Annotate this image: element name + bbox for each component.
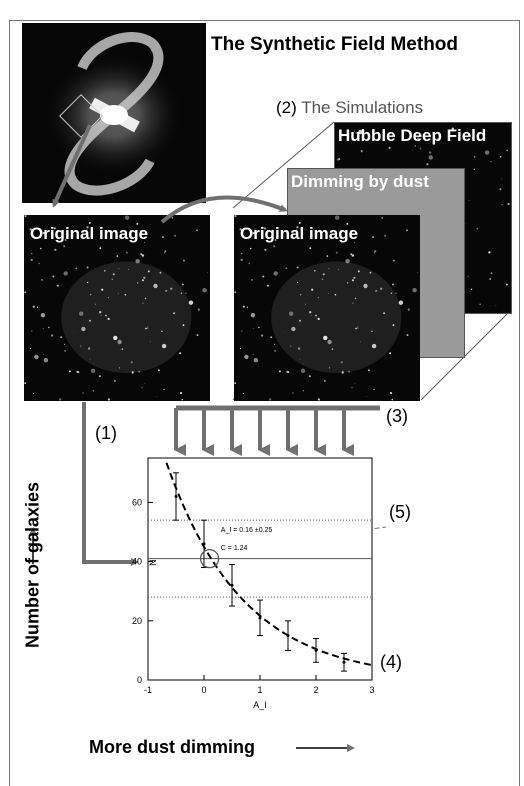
original-image-left-label: Original image [30, 224, 149, 243]
data-point [230, 583, 234, 587]
step-five-label: (5) [389, 502, 411, 522]
y-tick-label: 60 [132, 497, 142, 507]
starfield-right [234, 215, 419, 401]
x-tick-label: 2 [313, 685, 318, 695]
y-axis-label: N [148, 559, 158, 566]
plot-frame [147, 457, 373, 681]
simulations-label: (2) The Simulations [276, 98, 423, 118]
step-four-label: (4) [380, 652, 402, 672]
vertical-caption: Number of galaxies [22, 481, 43, 649]
y-tick-label: 0 [137, 675, 142, 685]
step-three-connector [174, 405, 380, 456]
data-point [342, 660, 346, 664]
dimming-by-dust-label: Dimming by dust [291, 172, 429, 191]
original-image-right [234, 215, 420, 401]
frame-left [9, 20, 10, 786]
marked-point-circle [199, 548, 220, 569]
frame-top [9, 20, 520, 21]
page-title: The Synthetic Field Method [211, 34, 459, 55]
original-to-simulation-arrow [160, 195, 288, 224]
original-image-left [24, 215, 210, 401]
fit-curve [165, 462, 372, 666]
x-tick-label: 3 [369, 685, 374, 695]
galaxy-to-original-arrow [52, 124, 92, 208]
hubble-deep-field-label: Hubble Deep Field [338, 126, 487, 145]
data-point [258, 616, 262, 620]
data-point [314, 648, 318, 652]
horizontal-caption: More dust dimming [89, 737, 255, 757]
step-one-connector [82, 402, 139, 566]
simulations-text: The Simulations [301, 98, 424, 117]
simulations-number: (2) [276, 98, 297, 117]
frame-right [519, 20, 520, 786]
step-one-label: (1) [95, 423, 117, 443]
data-point [174, 494, 178, 498]
x-tick-label: 0 [201, 685, 206, 695]
y-tick-label: 40 [132, 557, 142, 567]
annotation-ai: A_I = 0.16 ±0.25 [221, 527, 273, 534]
x-axis-label: A_I [253, 700, 267, 710]
x-tick-label: 1 [257, 685, 262, 695]
step-three-label: (3) [386, 406, 408, 426]
data-point [202, 542, 206, 546]
original-image-right-label: Original image [240, 224, 359, 243]
data-point [286, 634, 290, 638]
y-tick-label: 20 [132, 616, 142, 626]
starfield-left [24, 215, 209, 401]
x-tick-label: -1 [144, 685, 152, 695]
annotation-c: C = 1.24 [221, 545, 248, 552]
